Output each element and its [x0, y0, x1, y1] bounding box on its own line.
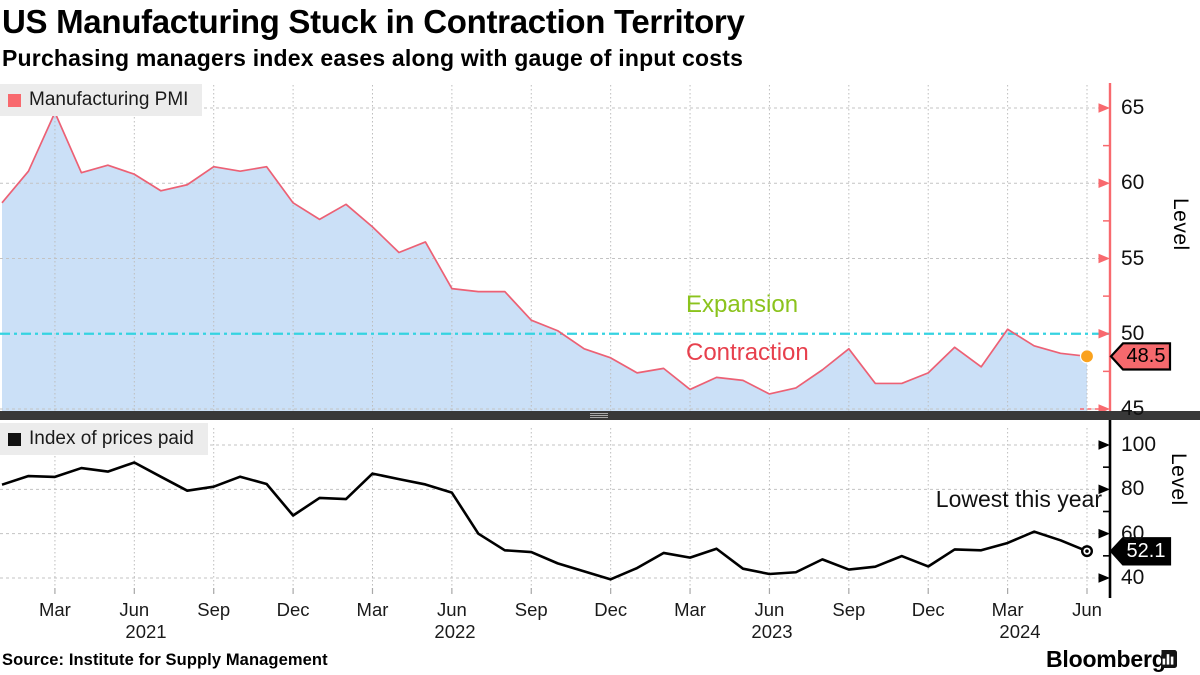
year-label: 2021: [125, 621, 167, 642]
y-tick-label: 100: [1121, 432, 1157, 456]
y-tick-label: 40: [1121, 566, 1145, 589]
y-tick-label: 55: [1121, 246, 1145, 270]
pmi-axis-title: Level: [1169, 198, 1192, 251]
prices-legend-label: Index of prices paid: [29, 428, 194, 449]
pmi-legend-label: Manufacturing PMI: [29, 89, 189, 110]
x-tick-label: Jun: [754, 599, 785, 620]
y-tick-label: 60: [1121, 521, 1145, 545]
y-tick-label: 50: [1121, 321, 1145, 345]
page-title: US Manufacturing Stuck in Contraction Te…: [2, 3, 745, 40]
x-tick-label: Sep: [832, 599, 866, 620]
x-tick-label: Mar: [38, 599, 71, 620]
legend-manufacturing-pmi: Manufacturing PMI: [0, 84, 203, 116]
x-tick-label: Dec: [911, 599, 945, 620]
x-tick-label: Jun: [119, 599, 150, 620]
bloomberg-logo-icon: [1161, 650, 1177, 668]
y-tick-label: 65: [1121, 96, 1145, 119]
x-tick-label: Dec: [276, 599, 310, 620]
bloomberg-wordmark: Bloomberg: [1046, 646, 1166, 672]
year-label: 2024: [999, 621, 1041, 642]
y-tick-label: 60: [1121, 171, 1145, 195]
x-tick-label: Mar: [356, 599, 389, 620]
prices-legend-swatch-icon: [8, 432, 21, 446]
pmi-legend-swatch-icon: [8, 93, 21, 107]
x-tick-label: Jun: [436, 599, 467, 620]
expansion-annotation: Expansion: [686, 291, 799, 318]
source-attribution: Source: Institute for Supply Management: [2, 651, 328, 669]
pmi-last-value-tag: 48.5: [1126, 345, 1166, 367]
prices-axis-title: Level: [1167, 453, 1190, 506]
contraction-annotation: Contraction: [686, 339, 809, 366]
legend-prices-paid: Index of prices paid: [0, 423, 208, 455]
x-tick-label: Jun: [1072, 599, 1102, 620]
lowest-this-year-annotation: Lowest this year: [935, 486, 1102, 512]
page-subtitle: Purchasing managers index eases along wi…: [2, 45, 744, 71]
x-tick-label: Dec: [594, 599, 628, 620]
year-label: 2022: [434, 621, 476, 642]
divider-drag-handle-icon[interactable]: [590, 413, 608, 418]
x-tick-label: Sep: [514, 599, 548, 620]
y-tick-label: 80: [1121, 477, 1145, 501]
prices-last-value-tag: 52.1: [1126, 540, 1166, 562]
x-tick-label: Sep: [197, 599, 231, 620]
y-tick-label: 45: [1121, 397, 1145, 420]
year-label: 2023: [751, 621, 793, 642]
x-tick-label: Mar: [674, 599, 706, 620]
x-tick-label: Mar: [991, 599, 1024, 620]
